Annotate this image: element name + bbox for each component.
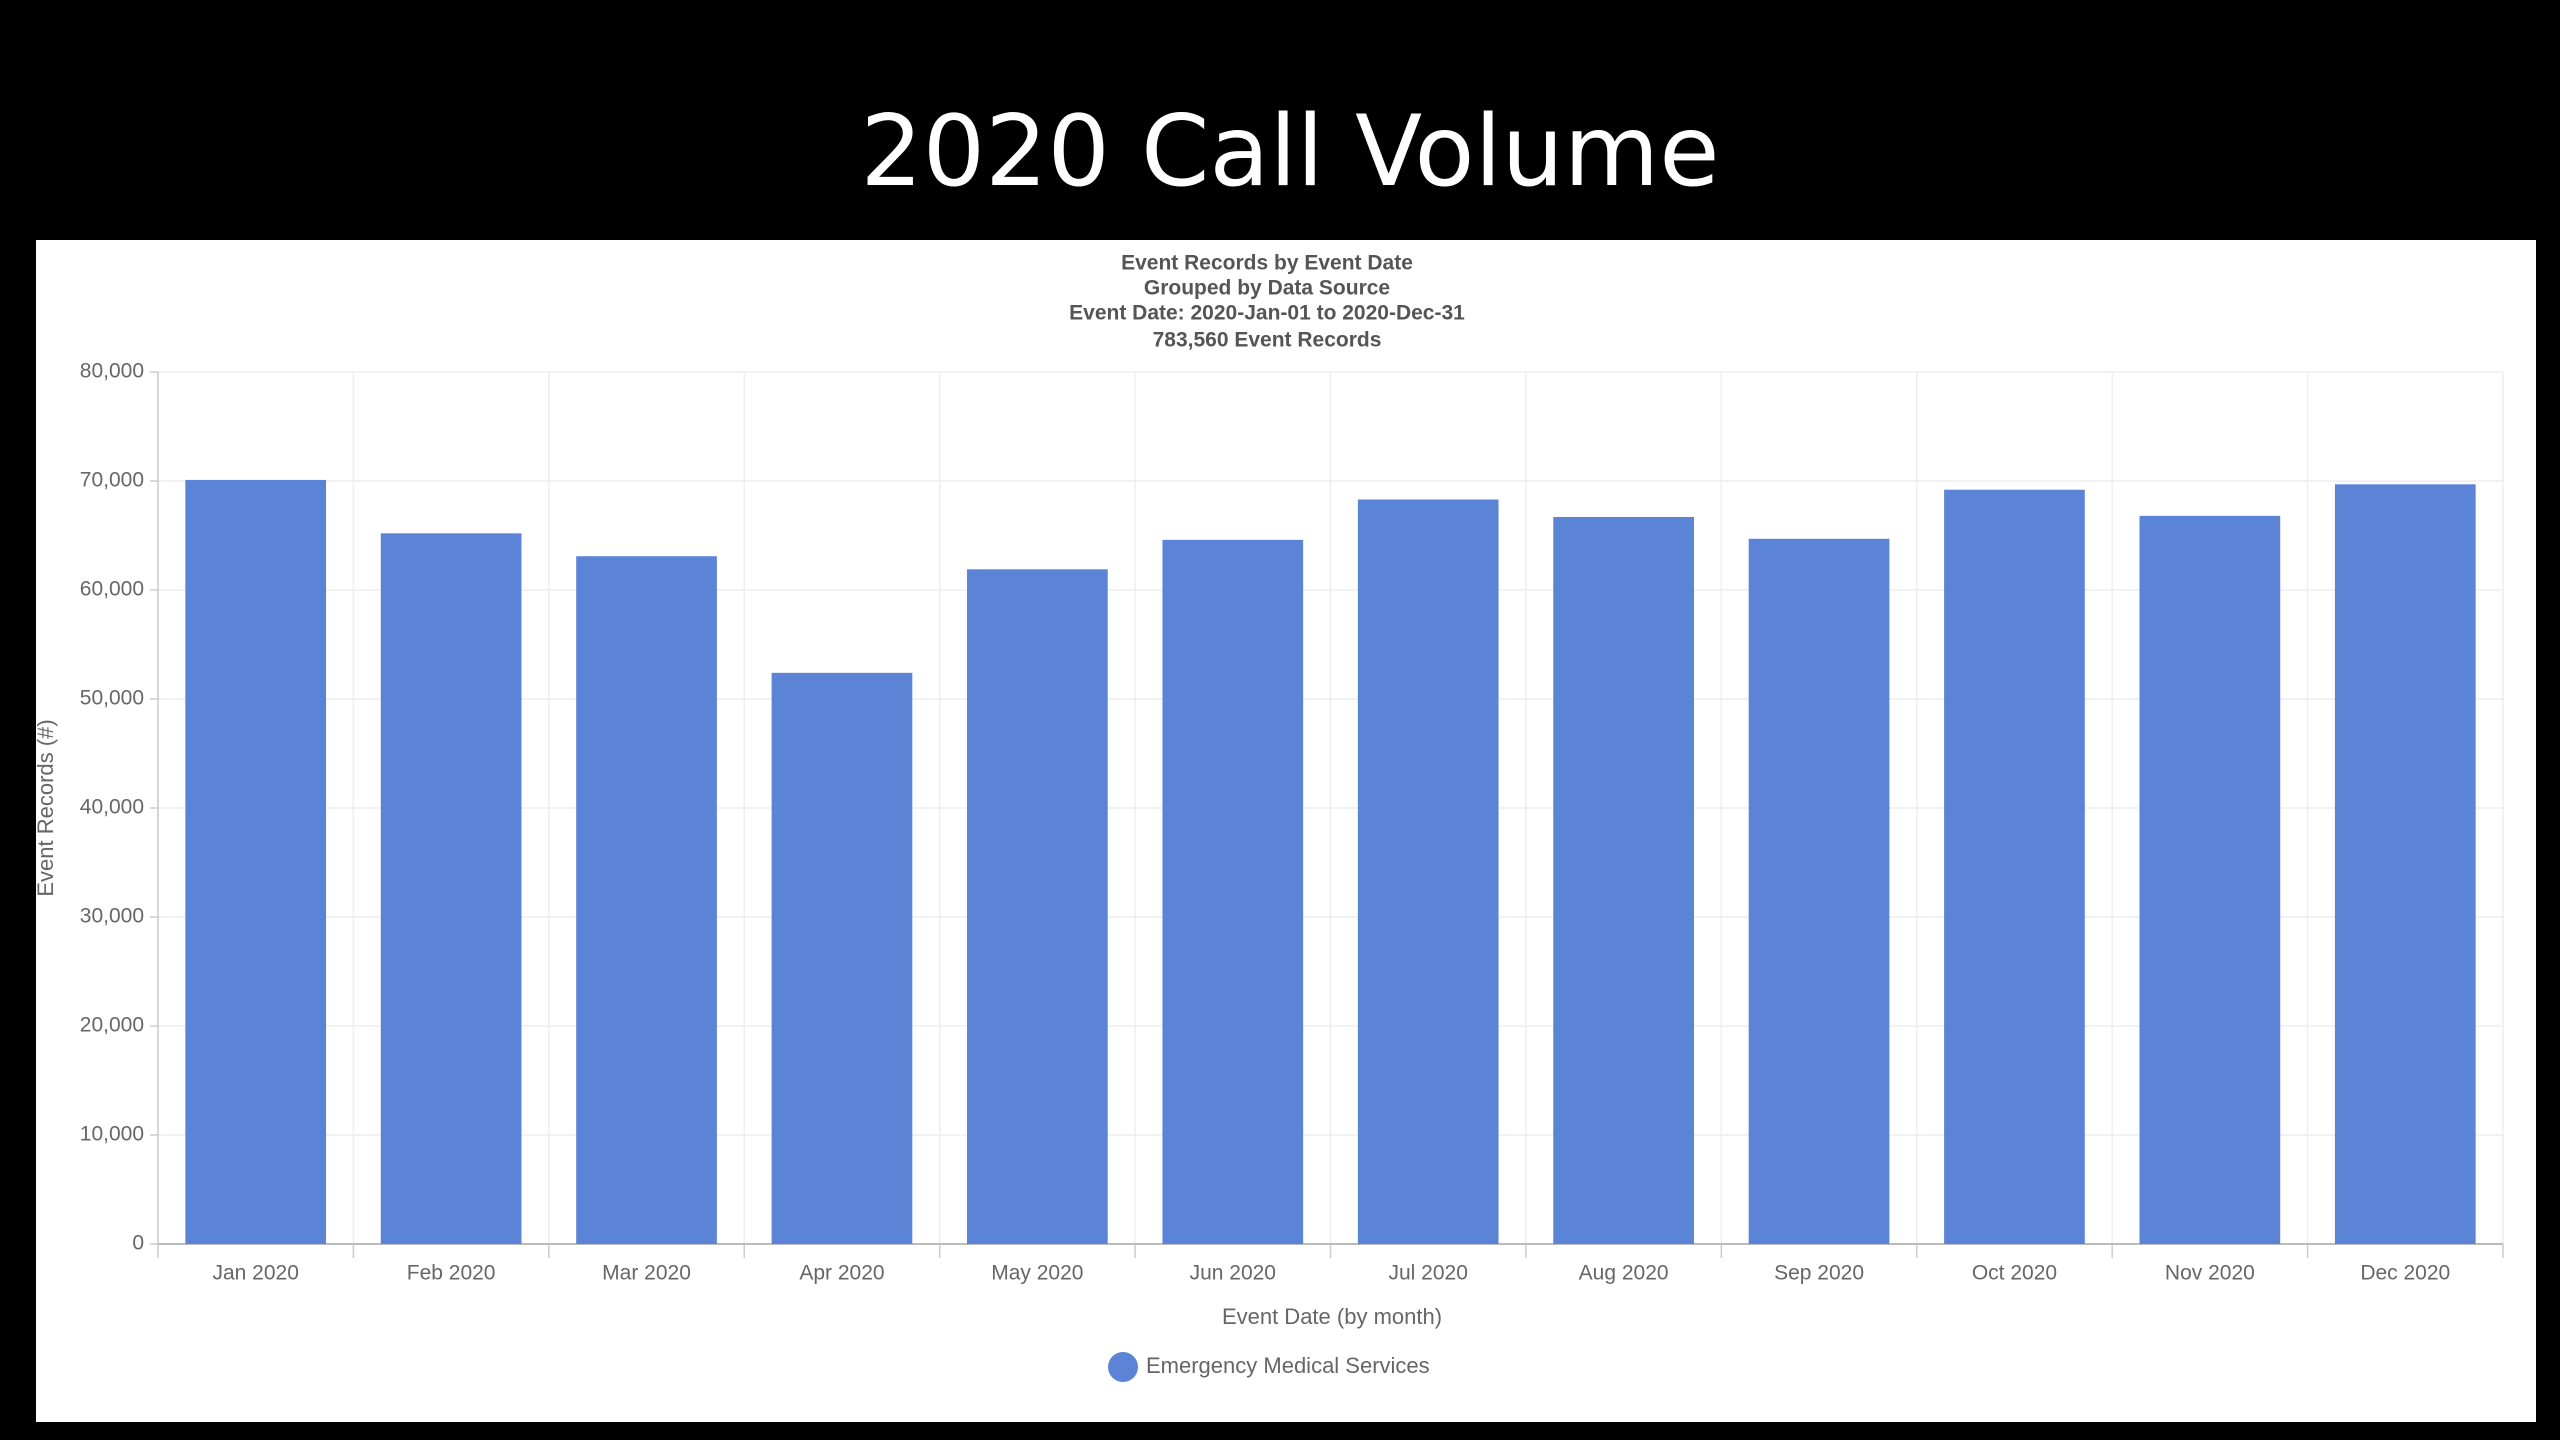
- x-tick-label: Sep 2020: [1774, 1262, 1864, 1285]
- chart-subtitle: Event Date: 2020-Jan-01 to 2020-Dec-31: [1069, 302, 1465, 325]
- y-tick-label: 20,000: [80, 1014, 144, 1037]
- x-tick-label: Nov 2020: [2165, 1262, 2255, 1285]
- y-tick-label: 40,000: [80, 796, 144, 819]
- bar: [771, 672, 913, 1244]
- bar: [576, 556, 717, 1244]
- x-tick-label: Oct 2020: [1972, 1262, 2057, 1285]
- y-tick-label: 30,000: [80, 905, 144, 928]
- bar: [967, 569, 1108, 1244]
- bar: [2139, 515, 2281, 1244]
- x-tick-label: Jul 2020: [1389, 1262, 1468, 1285]
- x-tick-label: Mar 2020: [602, 1262, 691, 1285]
- y-axis-label: Event Records (#): [33, 719, 58, 896]
- chart-title: Event Records by Event Date: [1121, 252, 1413, 275]
- bar: [1357, 499, 1499, 1244]
- y-tick-label: 10,000: [80, 1123, 144, 1146]
- y-tick-label: 60,000: [80, 578, 144, 601]
- y-tick-label: 50,000: [80, 687, 144, 710]
- x-tick-label: May 2020: [991, 1262, 1083, 1285]
- legend-label: Emergency Medical Services: [1146, 1353, 1430, 1378]
- x-tick-label: Dec 2020: [2360, 1262, 2450, 1285]
- x-tick-label: Apr 2020: [799, 1262, 884, 1285]
- chart-subtitle: Grouped by Data Source: [1144, 277, 1390, 300]
- chart-subtitle: 783,560 Event Records: [1153, 329, 1382, 352]
- bar: [2334, 484, 2476, 1244]
- x-axis-label: Event Date (by month): [1222, 1304, 1442, 1329]
- y-tick-label: 0: [132, 1232, 144, 1255]
- slide-title: 2020 Call Volume: [860, 95, 1719, 209]
- bar: [1748, 538, 1890, 1244]
- x-tick-label: Jan 2020: [212, 1262, 298, 1285]
- bar: [1553, 516, 1694, 1244]
- x-tick-label: Jun 2020: [1190, 1262, 1276, 1285]
- bar: [380, 533, 522, 1244]
- legend-marker: [1108, 1352, 1138, 1382]
- y-tick-label: 80,000: [80, 360, 144, 383]
- y-tick-label: 70,000: [80, 469, 144, 492]
- x-tick-label: Feb 2020: [407, 1262, 496, 1285]
- bar: [1944, 489, 2085, 1245]
- bar: [185, 479, 327, 1244]
- x-tick-label: Aug 2020: [1579, 1262, 1669, 1285]
- bar: [1162, 539, 1304, 1244]
